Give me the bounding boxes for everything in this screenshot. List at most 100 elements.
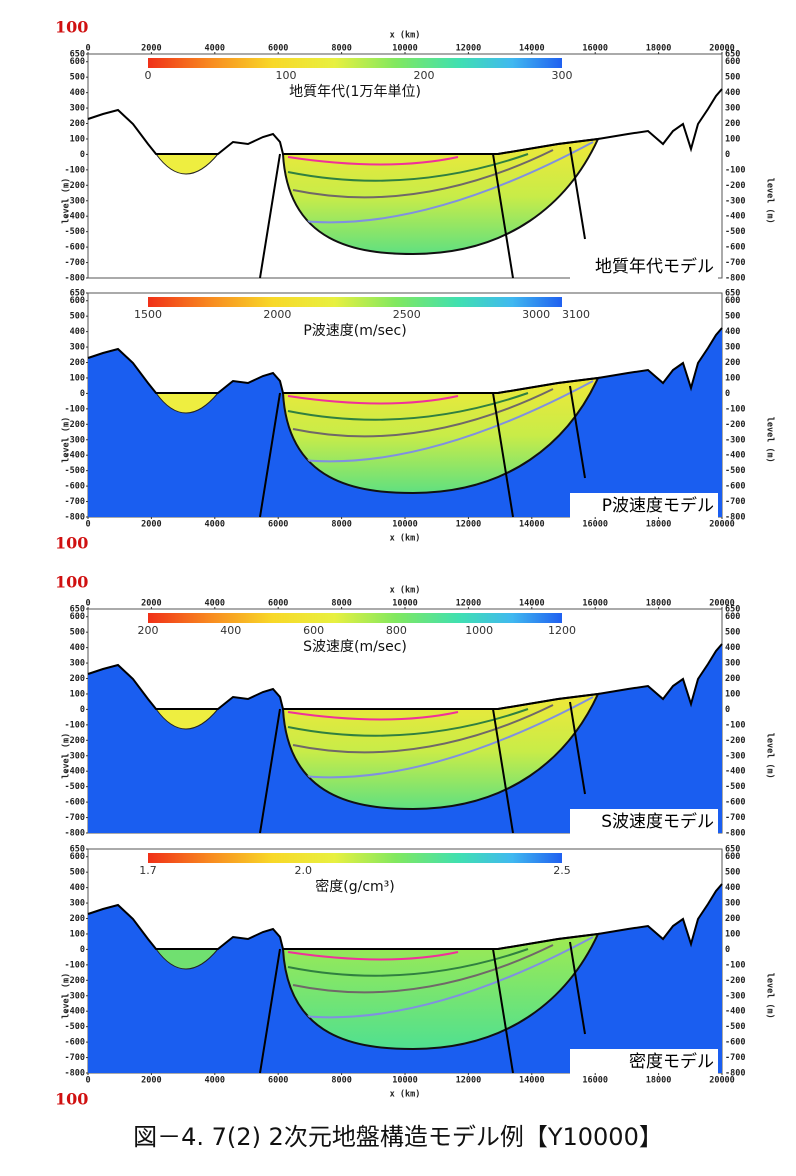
y-tick-label: 500 [70, 628, 85, 638]
y-tick-label: 300 [725, 104, 740, 114]
y-tick-label: 200 [725, 119, 740, 129]
model-label: 密度モデル [629, 1051, 714, 1072]
x-tick-label: 20000 [709, 44, 735, 54]
y-tick-label: 650 [70, 50, 85, 60]
y-tick-label: 100 [725, 689, 740, 699]
y-tick-label: 600 [70, 296, 85, 306]
y-tick-label: 400 [70, 643, 85, 653]
y-tick-label: -300 [725, 991, 745, 1001]
colorbar-tick: 1.7 [139, 864, 157, 877]
y-tick-label: -500 [725, 782, 745, 792]
y-tick-label: 0 [80, 150, 85, 160]
x-tick-label: 14000 [519, 520, 545, 530]
x-tick-label: 2000 [141, 599, 161, 609]
page-mark: 100 [55, 573, 88, 592]
contour [292, 696, 594, 779]
x-tick-label: 18000 [646, 44, 672, 54]
colorbar-title: 地質年代(1万年単位) [289, 84, 421, 100]
panel [87, 608, 723, 834]
y-tick-label: -400 [725, 1007, 745, 1017]
y-tick-label: 500 [70, 868, 85, 878]
page-mark: 100 [55, 18, 88, 37]
colorbar-tick: 2500 [393, 308, 421, 321]
colorbar-title: P波速度(m/sec) [303, 323, 406, 339]
panel [87, 848, 723, 1074]
x-axis-label: x (km) [390, 586, 421, 596]
y-tick-label: -300 [65, 991, 85, 1001]
contours [287, 936, 594, 1019]
fault [259, 392, 281, 518]
x-tick-label: 16000 [582, 520, 608, 530]
x-tick-label: 20000 [709, 520, 735, 530]
x-tick-label: 0 [85, 44, 90, 54]
colorbar-tick: 1000 [465, 624, 493, 637]
colorbar [148, 613, 562, 623]
y-tick-label: 0 [725, 389, 730, 399]
y-tick-label: 0 [725, 705, 730, 715]
y-tick-label: -200 [65, 976, 85, 986]
y-tick-label: 200 [70, 119, 85, 129]
y-axis-label: level (m) [765, 973, 775, 1019]
y-tick-label: -800 [725, 1069, 745, 1079]
y-tick-label: -500 [725, 227, 745, 237]
y-tick-label: -600 [65, 243, 85, 253]
y-tick-label: -200 [65, 420, 85, 430]
y-tick-label: -400 [725, 212, 745, 222]
y-tick-label: 200 [70, 358, 85, 368]
y-tick-label: 100 [725, 134, 740, 144]
y-tick-label: -300 [725, 751, 745, 761]
x-tick-label: 16000 [582, 44, 608, 54]
y-tick-label: -800 [65, 829, 85, 839]
model-label-box [570, 493, 718, 519]
x-tick-label: 4000 [205, 1076, 225, 1086]
model-label: S波速度モデル [601, 811, 714, 832]
x-tick-label: 0 [85, 599, 90, 609]
y-tick-label: -400 [725, 451, 745, 461]
y-tick-label: -700 [725, 813, 745, 823]
y-tick-label: -700 [65, 497, 85, 507]
y-tick-label: 300 [70, 899, 85, 909]
y-tick-label: -400 [65, 767, 85, 777]
y-tick-label: 650 [725, 845, 740, 855]
y-tick-label: 600 [725, 57, 740, 67]
contour [287, 951, 459, 961]
x-tick-label: 12000 [456, 520, 482, 530]
x-tick-label: 16000 [582, 1076, 608, 1086]
y-tick-label: 100 [725, 373, 740, 383]
y-tick-label: 100 [725, 929, 740, 939]
y-tick-label: -600 [725, 482, 745, 492]
y-tick-label: -200 [725, 976, 745, 986]
y-tick-label: -400 [65, 212, 85, 222]
y-tick-label: 500 [70, 312, 85, 322]
colorbar [148, 853, 562, 863]
y-tick-label: -400 [65, 451, 85, 461]
contour [287, 711, 459, 721]
x-tick-label: 2000 [141, 44, 161, 54]
y-tick-label: 0 [725, 150, 730, 160]
y-tick-label: 100 [70, 689, 85, 699]
y-tick-label: 200 [70, 914, 85, 924]
caption: 図－4. 7(2) 2次元地盤構造モデル例【Y10000】 [133, 1123, 663, 1151]
y-tick-label: 300 [70, 343, 85, 353]
y-tick-label: -300 [65, 196, 85, 206]
y-tick-label: -100 [65, 960, 85, 970]
x-axis-label: x (km) [390, 1090, 421, 1100]
y-tick-label: 650 [725, 50, 740, 60]
y-tick-label: -700 [725, 258, 745, 268]
y-tick-label: 500 [725, 73, 740, 83]
x-axis-label: x (km) [390, 534, 421, 544]
y-tick-label: -700 [725, 1053, 745, 1063]
contour [287, 395, 459, 405]
y-tick-label: 100 [70, 134, 85, 144]
y-tick-label: -300 [725, 196, 745, 206]
y-tick-label: -700 [65, 813, 85, 823]
model-label: 地質年代モデル [595, 256, 714, 277]
x-tick-label: 14000 [519, 599, 545, 609]
panel [87, 53, 723, 279]
y-tick-label: 650 [70, 845, 85, 855]
colorbar-title: 密度(g/cm³) [315, 878, 394, 895]
contour [292, 944, 554, 994]
x-tick-label: 2000 [141, 520, 161, 530]
y-tick-label: 300 [70, 659, 85, 669]
